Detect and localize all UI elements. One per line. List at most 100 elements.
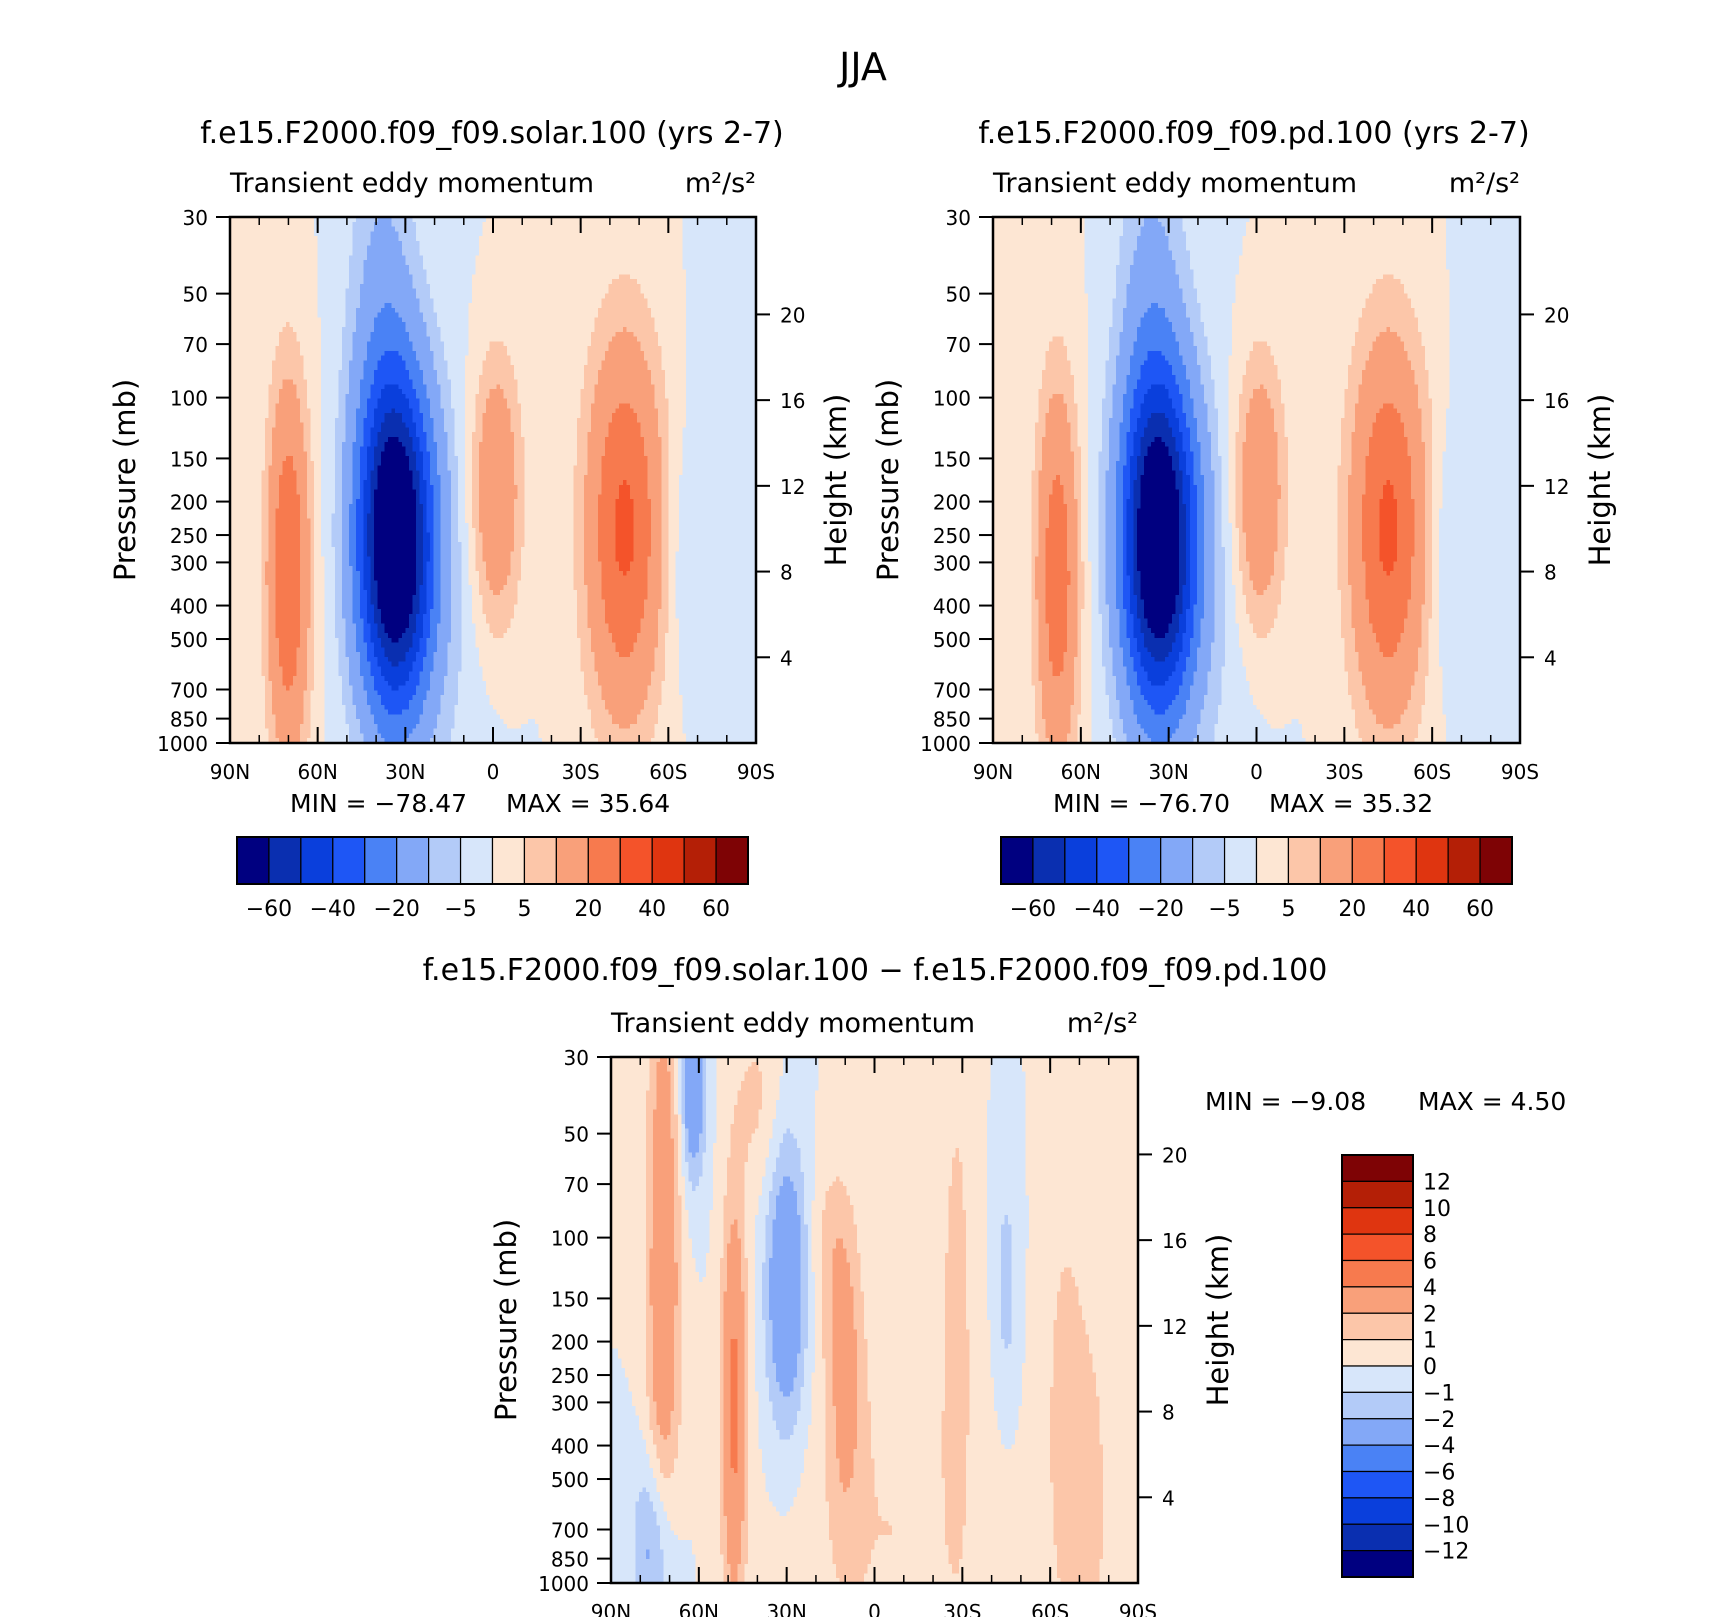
contour-cell [247,652,252,658]
contour-cell [303,288,308,295]
contour-cell [233,303,238,309]
contour-cell [314,470,319,476]
contour-cell [331,537,336,543]
contour-cell [342,312,347,319]
contour-cell [286,370,291,376]
contour-cell [289,475,294,481]
contour-cell [237,236,242,242]
contour-cell [268,470,273,476]
contour-cell [310,666,315,672]
contour-cell [324,240,329,247]
contour-cell [275,436,280,443]
contour-cell [251,470,256,476]
contour-cell [251,699,256,706]
contour-cell [373,480,378,486]
contour-cell [349,427,354,433]
contour-cell [265,513,270,519]
contour-cell [352,288,357,295]
contour-cell [282,336,287,342]
contour-cell [286,307,291,314]
contour-cell [338,379,343,385]
contour-cell [328,255,333,261]
contour-cell [338,293,343,299]
contour-cell [373,585,378,591]
contour-cell [349,303,354,309]
contour-cell [324,637,329,644]
contour-cell [384,245,389,252]
contour-cell [335,331,340,338]
contour-cell [244,656,249,663]
contour-cell [384,575,389,582]
contour-cell [331,719,336,725]
contour-cell [321,623,326,629]
contour-cell [317,594,322,601]
contour-cell [321,613,326,620]
contour-cell [370,245,375,252]
contour-cell [261,240,266,247]
contour-cell [251,283,256,290]
contour-cell [230,226,235,232]
contour-cell [370,298,375,304]
contour-cell [275,585,280,591]
contour-cell [321,260,326,266]
contour-cell [321,518,326,524]
contour-cell [384,699,389,706]
contour-cell [307,542,312,548]
contour-cell [373,537,378,543]
contour-cell [356,255,361,261]
contour-cell [247,317,252,323]
contour-cell [310,656,315,663]
contour-cell [251,436,256,443]
contour-cell [272,503,277,510]
contour-cell [356,336,361,342]
contour-cell [310,475,315,481]
contour-cell [345,556,350,562]
contour-cell [230,484,235,491]
contour-cell [335,341,340,347]
contour-cell [345,236,350,242]
contour-cell [366,714,371,720]
contour-cell [289,719,294,725]
contour-cell [352,217,357,223]
contour-cell [321,264,326,271]
contour-cell [237,532,242,538]
contour-cell [324,733,329,739]
contour-cell [307,408,312,414]
contour-cell [244,475,249,481]
contour-cell [275,236,280,242]
contour-cell [247,523,252,529]
contour-cell [307,551,312,558]
contour-cell [268,283,273,290]
contour-cell [321,599,326,605]
contour-cell [265,494,270,500]
contour-cell [265,460,270,467]
contour-cell [321,489,326,495]
contour-cell [272,709,277,715]
contour-cell [384,393,389,400]
contour-cell [331,623,336,629]
contour-cell [230,360,235,366]
contour-cell [303,221,308,228]
contour-cell [240,422,245,428]
contour-cell [338,231,343,237]
contour-cell [359,312,364,319]
contour-cell [300,250,305,256]
contour-cell [293,240,298,247]
contour-cell [310,245,315,252]
contour-cell [349,561,354,567]
contour-cell [240,393,245,400]
contour-cell [261,465,266,472]
contour-cell [289,599,294,605]
contour-cell [240,585,245,591]
contour-cell [307,326,312,333]
contour-cell [244,666,249,672]
contour-cell [310,599,315,605]
contour-cell [370,240,375,247]
contour-cell [282,475,287,481]
contour-cell [370,503,375,510]
contour-cell [244,460,249,467]
contour-cell [310,264,315,271]
contour-cell [286,336,291,342]
contour-cell [321,513,326,519]
contour-cell [268,384,273,390]
